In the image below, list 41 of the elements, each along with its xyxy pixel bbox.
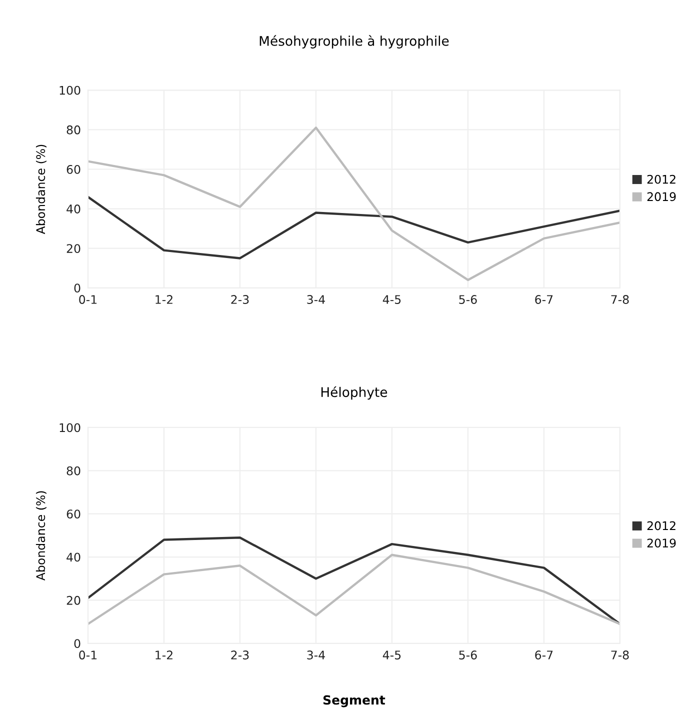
y-tick-label: 40 — [66, 552, 80, 562]
line-series — [88, 536, 620, 626]
x-tick-label: 7-8 — [611, 295, 629, 304]
x-tick-label: 2-3 — [231, 650, 249, 660]
x-tick-label: 7-8 — [611, 650, 629, 660]
x-tick-label: 4-5 — [382, 295, 401, 304]
x-tick-label: 2-3 — [231, 295, 249, 304]
x-tick-label: 5-6 — [459, 650, 477, 660]
y-tick-label: 100 — [60, 86, 80, 95]
y-tick-label: 20 — [66, 596, 80, 605]
y-tick-label: 100 — [60, 423, 80, 432]
x-tick-label: 0-1 — [79, 650, 97, 660]
x-axis-title: Segment — [323, 695, 386, 708]
legend-label: 2012 — [647, 174, 676, 184]
legend-label: 2019 — [647, 538, 676, 548]
y-tick-label: 60 — [66, 164, 80, 174]
y-axis-title: Abondance (%) — [36, 491, 46, 581]
x-tick-label: 6-7 — [535, 295, 553, 304]
y-tick-label: 20 — [66, 244, 80, 253]
y-axis-title: Abondance (%) — [36, 144, 46, 234]
x-tick-label: 6-7 — [535, 650, 553, 660]
y-tick-label: 40 — [66, 204, 80, 214]
legend-label: 2012 — [647, 521, 676, 530]
line-series — [88, 196, 620, 260]
y-tick-label: 80 — [66, 125, 80, 134]
x-tick-label: 1-2 — [156, 650, 172, 660]
y-tick-label: 0 — [74, 639, 80, 648]
x-tick-label: 5-6 — [459, 295, 477, 304]
line-series — [88, 126, 620, 282]
x-tick-label: 4-5 — [382, 650, 401, 660]
chart-title: Mésohygrophile à hygrophile — [260, 35, 449, 48]
x-tick-label: 0-1 — [79, 295, 97, 304]
legend-label: 2019 — [647, 192, 676, 202]
y-tick-label: 0 — [74, 284, 80, 293]
y-tick-label: 80 — [66, 466, 80, 476]
x-tick-label: 3-4 — [307, 295, 325, 304]
y-tick-label: 60 — [66, 510, 80, 518]
x-tick-label: 3-4 — [307, 650, 325, 660]
line-series — [88, 554, 620, 626]
x-tick-label: 1-2 — [156, 295, 172, 304]
chart-title: Hélophyte — [321, 386, 388, 400]
